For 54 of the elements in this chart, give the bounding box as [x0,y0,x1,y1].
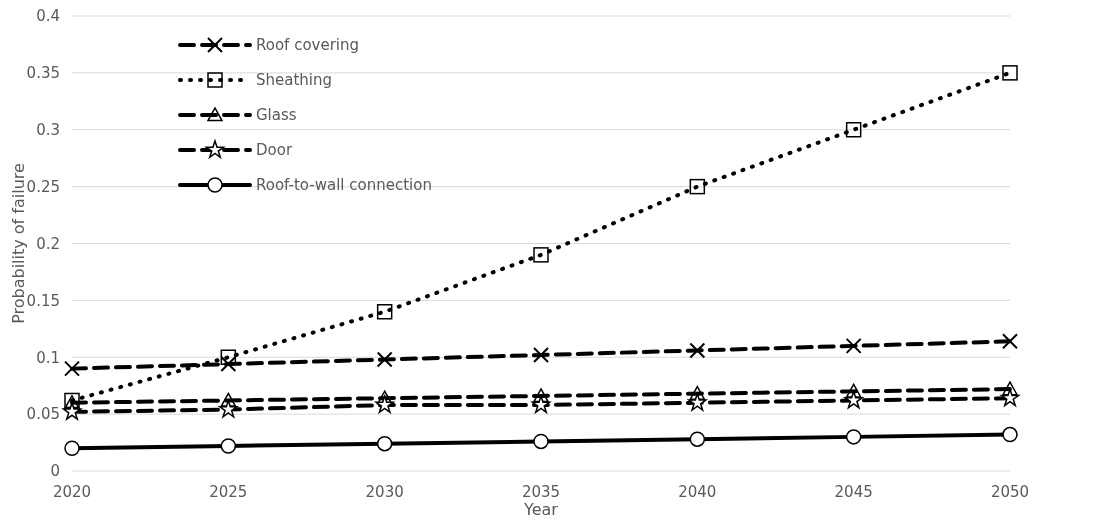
x-tick-label: 2040 [678,483,717,501]
legend-label: Door [256,141,293,160]
legend-label: Sheathing [256,71,333,90]
legend-label: Roof covering [256,36,360,55]
point [533,346,549,363]
y-tick-label: 0.25 [26,177,60,196]
x-tick-label: 2035 [521,483,561,501]
point [1002,426,1018,443]
y-tick-label: 0.2 [36,234,60,253]
y-tick-label: 0.15 [26,291,60,310]
point [219,399,238,418]
point [1002,381,1018,396]
point [376,351,393,368]
y-tick-label: 0.1 [36,348,60,367]
point [689,385,706,400]
y-axis-title: Probability of failure [9,163,28,324]
y-tick-label: 0.35 [26,64,60,83]
point [220,392,237,407]
x-tick-label: 2025 [209,483,248,501]
point [845,383,862,398]
y-tick-label: 0 [50,462,60,481]
point [1002,333,1018,350]
point [845,337,862,354]
point [376,304,393,320]
y-tick-label: 0.4 [36,7,60,26]
point [844,390,863,409]
point [531,395,551,414]
point [689,342,706,359]
y-tick-label: 0.3 [36,121,60,139]
x-axis-title: Year [523,500,559,519]
x-tick-label: 2045 [834,483,873,501]
x-tick-label: 2050 [990,483,1030,501]
point [533,388,549,403]
y-tick-label: 0.05 [26,405,60,424]
point [220,438,237,454]
point [533,247,549,263]
point [220,349,237,365]
point [688,393,707,411]
point [845,429,862,445]
point [375,395,394,414]
point [689,178,706,195]
x-tick-label: 2030 [365,483,404,501]
point [1002,65,1018,81]
legend-label: Glass [256,106,297,125]
point [845,122,862,138]
point [376,435,393,452]
point [64,440,80,456]
x-tick-label: 2020 [52,483,92,501]
point [689,431,706,447]
point [64,360,80,377]
point [533,433,549,450]
point [62,402,82,420]
legend-label: Roof-to-wall connection [256,176,432,195]
point [1000,388,1020,407]
